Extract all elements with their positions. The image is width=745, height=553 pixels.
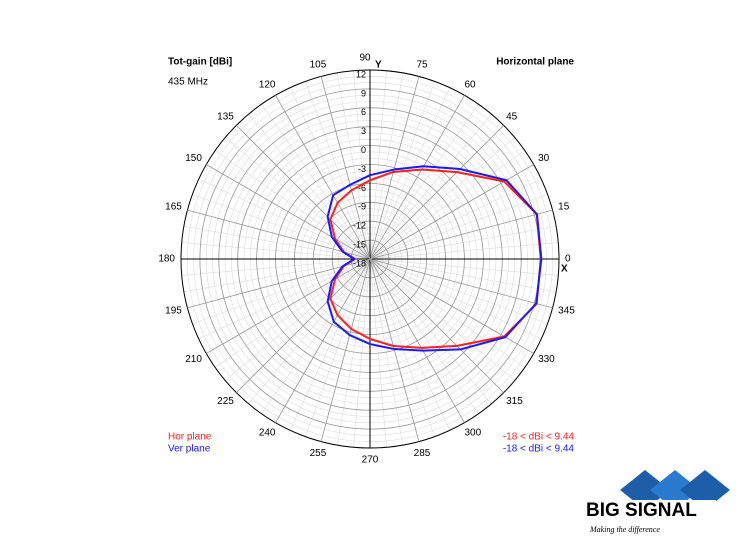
theta-tick-label: 45 [506,112,518,123]
frequency: 435 MHz [168,77,208,88]
range-label: -18 < dBi < 9.44 [503,432,575,443]
grid-spoke [275,95,371,260]
y-axis-label: Y [375,60,382,71]
theta-tick-label: 255 [310,448,327,459]
r-tick-label: -3 [358,164,366,174]
grid-spoke [187,258,371,309]
theta-tick-label: 150 [185,153,202,164]
theta-tick-label: 240 [259,428,276,439]
legend-entry: Ver plane [168,444,211,455]
theta-tick-label: 330 [538,354,555,365]
r-tick-label: 6 [361,107,366,117]
plane-label: Horizontal plane [496,57,574,68]
theta-tick-label: 105 [310,59,327,70]
theta-tick-label: 75 [416,59,428,70]
r-tick-label: 12 [356,69,366,79]
grid-spoke [369,258,420,442]
r-tick-label: -9 [358,202,366,212]
theta-tick-label: 270 [362,455,379,466]
theta-tick-label: 210 [185,354,202,365]
grid-spoke [206,164,371,260]
theta-tick-label: 180 [158,254,175,265]
grid [180,69,560,449]
legend-entry: Hor plane [168,432,212,443]
theta-tick-label: 15 [558,202,570,213]
grid-spoke [369,95,465,260]
grid-spoke [236,125,371,260]
theta-tick-label: 165 [165,202,182,213]
theta-tick-label: 90 [359,53,371,64]
grid-spoke [369,258,504,393]
theta-tick-label: 0 [565,254,571,265]
grid-spoke [275,258,371,423]
theta-tick-label: 120 [259,80,276,91]
r-tick-label: -15 [353,239,366,249]
logo: BIG SIGNAL Making the difference [584,470,730,534]
theta-tick-label: 30 [538,153,550,164]
logo-text: BIG SIGNAL [586,500,697,521]
logo-box [584,500,716,520]
r-tick-label: 0 [361,145,366,155]
range-label: -18 < dBi < 9.44 [503,444,575,455]
logo-tagline: Making the difference [589,525,660,534]
r-tick-label: 9 [361,88,366,98]
grid-spoke [320,258,371,442]
grid-spoke [236,258,371,393]
r-tick-label: 3 [361,126,366,136]
theta-tick-label: 345 [558,306,575,317]
grid-spoke [369,258,553,309]
r-tick-label: -12 [353,221,366,231]
r-tick-label: -6 [358,183,366,193]
grid-spoke [369,258,534,354]
theta-tick-label: 60 [465,80,477,91]
r-tick-label: -18 [353,258,366,268]
theta-tick-label: 225 [217,396,234,407]
theta-tick-label: 315 [506,396,523,407]
theta-tick-label: 285 [414,448,431,459]
theta-tick-label: 300 [465,428,482,439]
chart-title: Tot-gain [dBi] [168,57,232,68]
grid-spoke [320,76,371,260]
grid-spoke [369,76,420,260]
pattern-line [326,165,543,352]
theta-tick-label: 195 [165,306,182,317]
grid-spoke [369,125,504,260]
x-axis-label: X [561,264,568,275]
grid-spoke [369,258,465,423]
grid-spoke [369,209,553,260]
theta-tick-label: 135 [217,112,234,123]
grid-spoke [206,258,371,354]
grid-spoke [187,209,371,260]
